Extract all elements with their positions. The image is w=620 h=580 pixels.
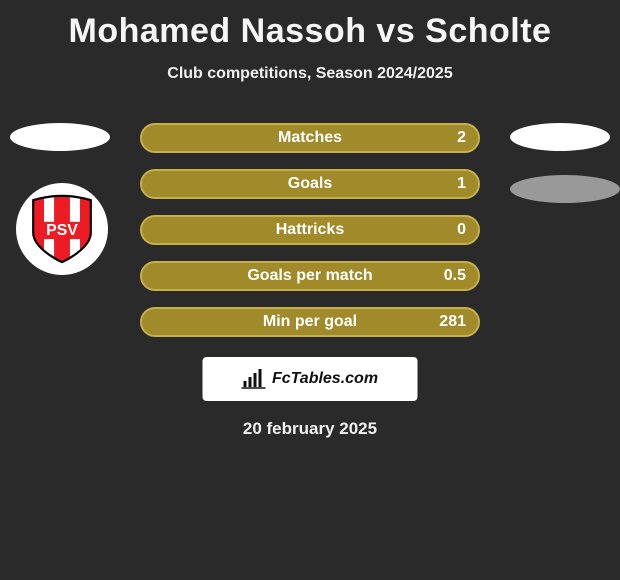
page-title: Mohamed Nassoh vs Scholte <box>0 0 620 51</box>
psv-shield-icon: PSV <box>26 193 98 265</box>
stat-value: 2 <box>457 129 466 147</box>
stat-value: 0 <box>457 221 466 239</box>
date-text: 20 february 2025 <box>0 419 620 439</box>
brand-text: FcTables.com <box>272 370 378 388</box>
stat-label: Goals per match <box>142 267 478 285</box>
stat-bars: Matches 2 Goals 1 Hattricks 0 Goals per … <box>140 123 480 353</box>
player-right-placeholder-2 <box>510 175 620 203</box>
brand-box: FcTables.com <box>203 357 418 401</box>
stat-value: 0.5 <box>444 267 466 285</box>
stat-bar-goals: Goals 1 <box>140 169 480 199</box>
stat-label: Goals <box>142 175 478 193</box>
stat-bar-goals-per-match: Goals per match 0.5 <box>140 261 480 291</box>
player-right-placeholder-1 <box>510 123 610 151</box>
stat-value: 1 <box>457 175 466 193</box>
page-subtitle: Club competitions, Season 2024/2025 <box>0 65 620 83</box>
stat-bar-matches: Matches 2 <box>140 123 480 153</box>
stat-value: 281 <box>439 313 466 331</box>
stat-label: Min per goal <box>142 313 478 331</box>
club-badge: PSV <box>16 183 108 275</box>
badge-text: PSV <box>46 222 78 239</box>
stat-label: Matches <box>142 129 478 147</box>
stat-bar-min-per-goal: Min per goal 281 <box>140 307 480 337</box>
player-left-placeholder <box>10 123 110 151</box>
bar-chart-icon <box>242 369 266 389</box>
stat-label: Hattricks <box>142 221 478 239</box>
stat-bar-hattricks: Hattricks 0 <box>140 215 480 245</box>
